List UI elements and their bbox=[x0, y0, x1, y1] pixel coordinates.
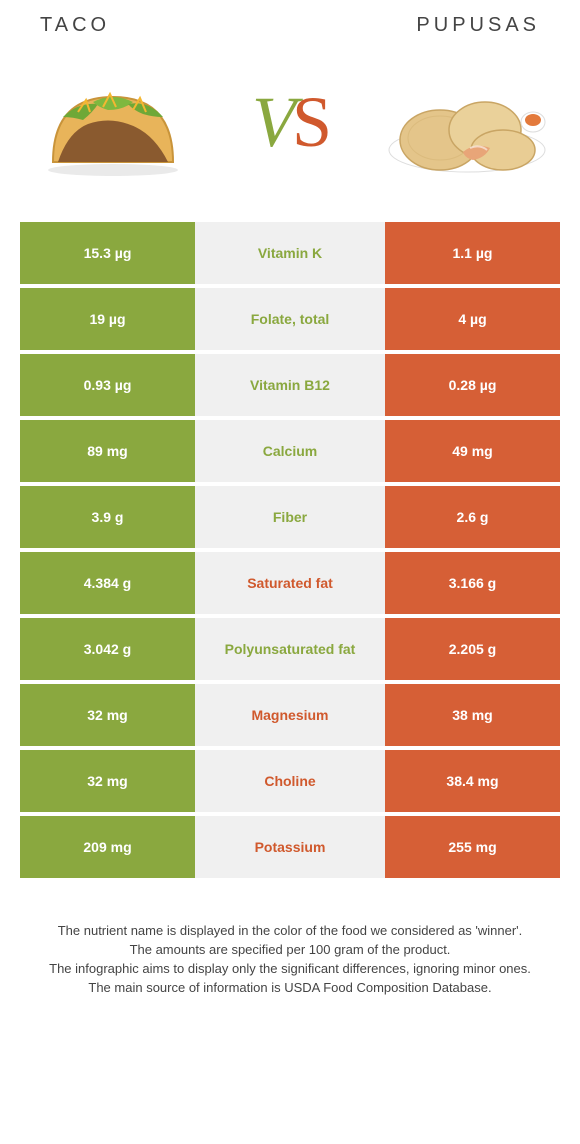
right-value: 0.28 µg bbox=[385, 354, 560, 416]
vs-v-letter: V bbox=[252, 82, 292, 162]
left-value: 0.93 µg bbox=[20, 354, 195, 416]
nutrient-label: Fiber bbox=[195, 486, 385, 548]
right-value: 2.6 g bbox=[385, 486, 560, 548]
nutrient-label: Vitamin B12 bbox=[195, 354, 385, 416]
footer-notes: The nutrient name is displayed in the co… bbox=[0, 882, 580, 997]
nutrient-row: 32 mgMagnesium38 mg bbox=[20, 684, 560, 746]
right-value: 1.1 µg bbox=[385, 222, 560, 284]
nutrient-label: Saturated fat bbox=[195, 552, 385, 614]
nutrient-label: Calcium bbox=[195, 420, 385, 482]
nutrient-label: Potassium bbox=[195, 816, 385, 878]
footer-line-2: The amounts are specified per 100 gram o… bbox=[30, 941, 550, 960]
nutrient-row: 3.9 gFiber2.6 g bbox=[20, 486, 560, 548]
right-value: 3.166 g bbox=[385, 552, 560, 614]
nutrient-label: Vitamin K bbox=[195, 222, 385, 284]
nutrient-row: 15.3 µgVitamin K1.1 µg bbox=[20, 222, 560, 284]
right-value: 4 µg bbox=[385, 288, 560, 350]
left-value: 32 mg bbox=[20, 750, 195, 812]
right-value: 38.4 mg bbox=[385, 750, 560, 812]
left-value: 19 µg bbox=[20, 288, 195, 350]
nutrient-label: Folate, total bbox=[195, 288, 385, 350]
footer-line-4: The main source of information is USDA F… bbox=[30, 979, 550, 998]
left-value: 209 mg bbox=[20, 816, 195, 878]
nutrient-row: 4.384 gSaturated fat3.166 g bbox=[20, 552, 560, 614]
nutrient-table: 15.3 µgVitamin K1.1 µg19 µgFolate, total… bbox=[20, 222, 560, 878]
hero-row: VS bbox=[0, 47, 580, 217]
right-value: 2.205 g bbox=[385, 618, 560, 680]
nutrient-row: 19 µgFolate, total4 µg bbox=[20, 288, 560, 350]
taco-image bbox=[30, 52, 195, 192]
header-right-label: Pupusas bbox=[416, 14, 540, 37]
right-value: 38 mg bbox=[385, 684, 560, 746]
left-value: 3.9 g bbox=[20, 486, 195, 548]
header: Taco Pupusas bbox=[0, 0, 580, 47]
nutrient-row: 32 mgCholine38.4 mg bbox=[20, 750, 560, 812]
right-value: 49 mg bbox=[385, 420, 560, 482]
nutrient-label: Choline bbox=[195, 750, 385, 812]
nutrient-row: 209 mgPotassium255 mg bbox=[20, 816, 560, 878]
nutrient-row: 0.93 µgVitamin B120.28 µg bbox=[20, 354, 560, 416]
nutrient-row: 89 mgCalcium49 mg bbox=[20, 420, 560, 482]
left-value: 89 mg bbox=[20, 420, 195, 482]
nutrient-row: 3.042 gPolyunsaturated fat2.205 g bbox=[20, 618, 560, 680]
nutrient-label: Polyunsaturated fat bbox=[195, 618, 385, 680]
footer-line-3: The infographic aims to display only the… bbox=[30, 960, 550, 979]
vs-s-letter: S bbox=[292, 82, 328, 162]
left-value: 3.042 g bbox=[20, 618, 195, 680]
right-value: 255 mg bbox=[385, 816, 560, 878]
left-value: 32 mg bbox=[20, 684, 195, 746]
header-left-label: Taco bbox=[40, 14, 110, 37]
left-value: 4.384 g bbox=[20, 552, 195, 614]
left-value: 15.3 µg bbox=[20, 222, 195, 284]
vs-label: VS bbox=[252, 81, 328, 164]
pupusas-image bbox=[385, 52, 550, 192]
footer-line-1: The nutrient name is displayed in the co… bbox=[30, 922, 550, 941]
nutrient-label: Magnesium bbox=[195, 684, 385, 746]
